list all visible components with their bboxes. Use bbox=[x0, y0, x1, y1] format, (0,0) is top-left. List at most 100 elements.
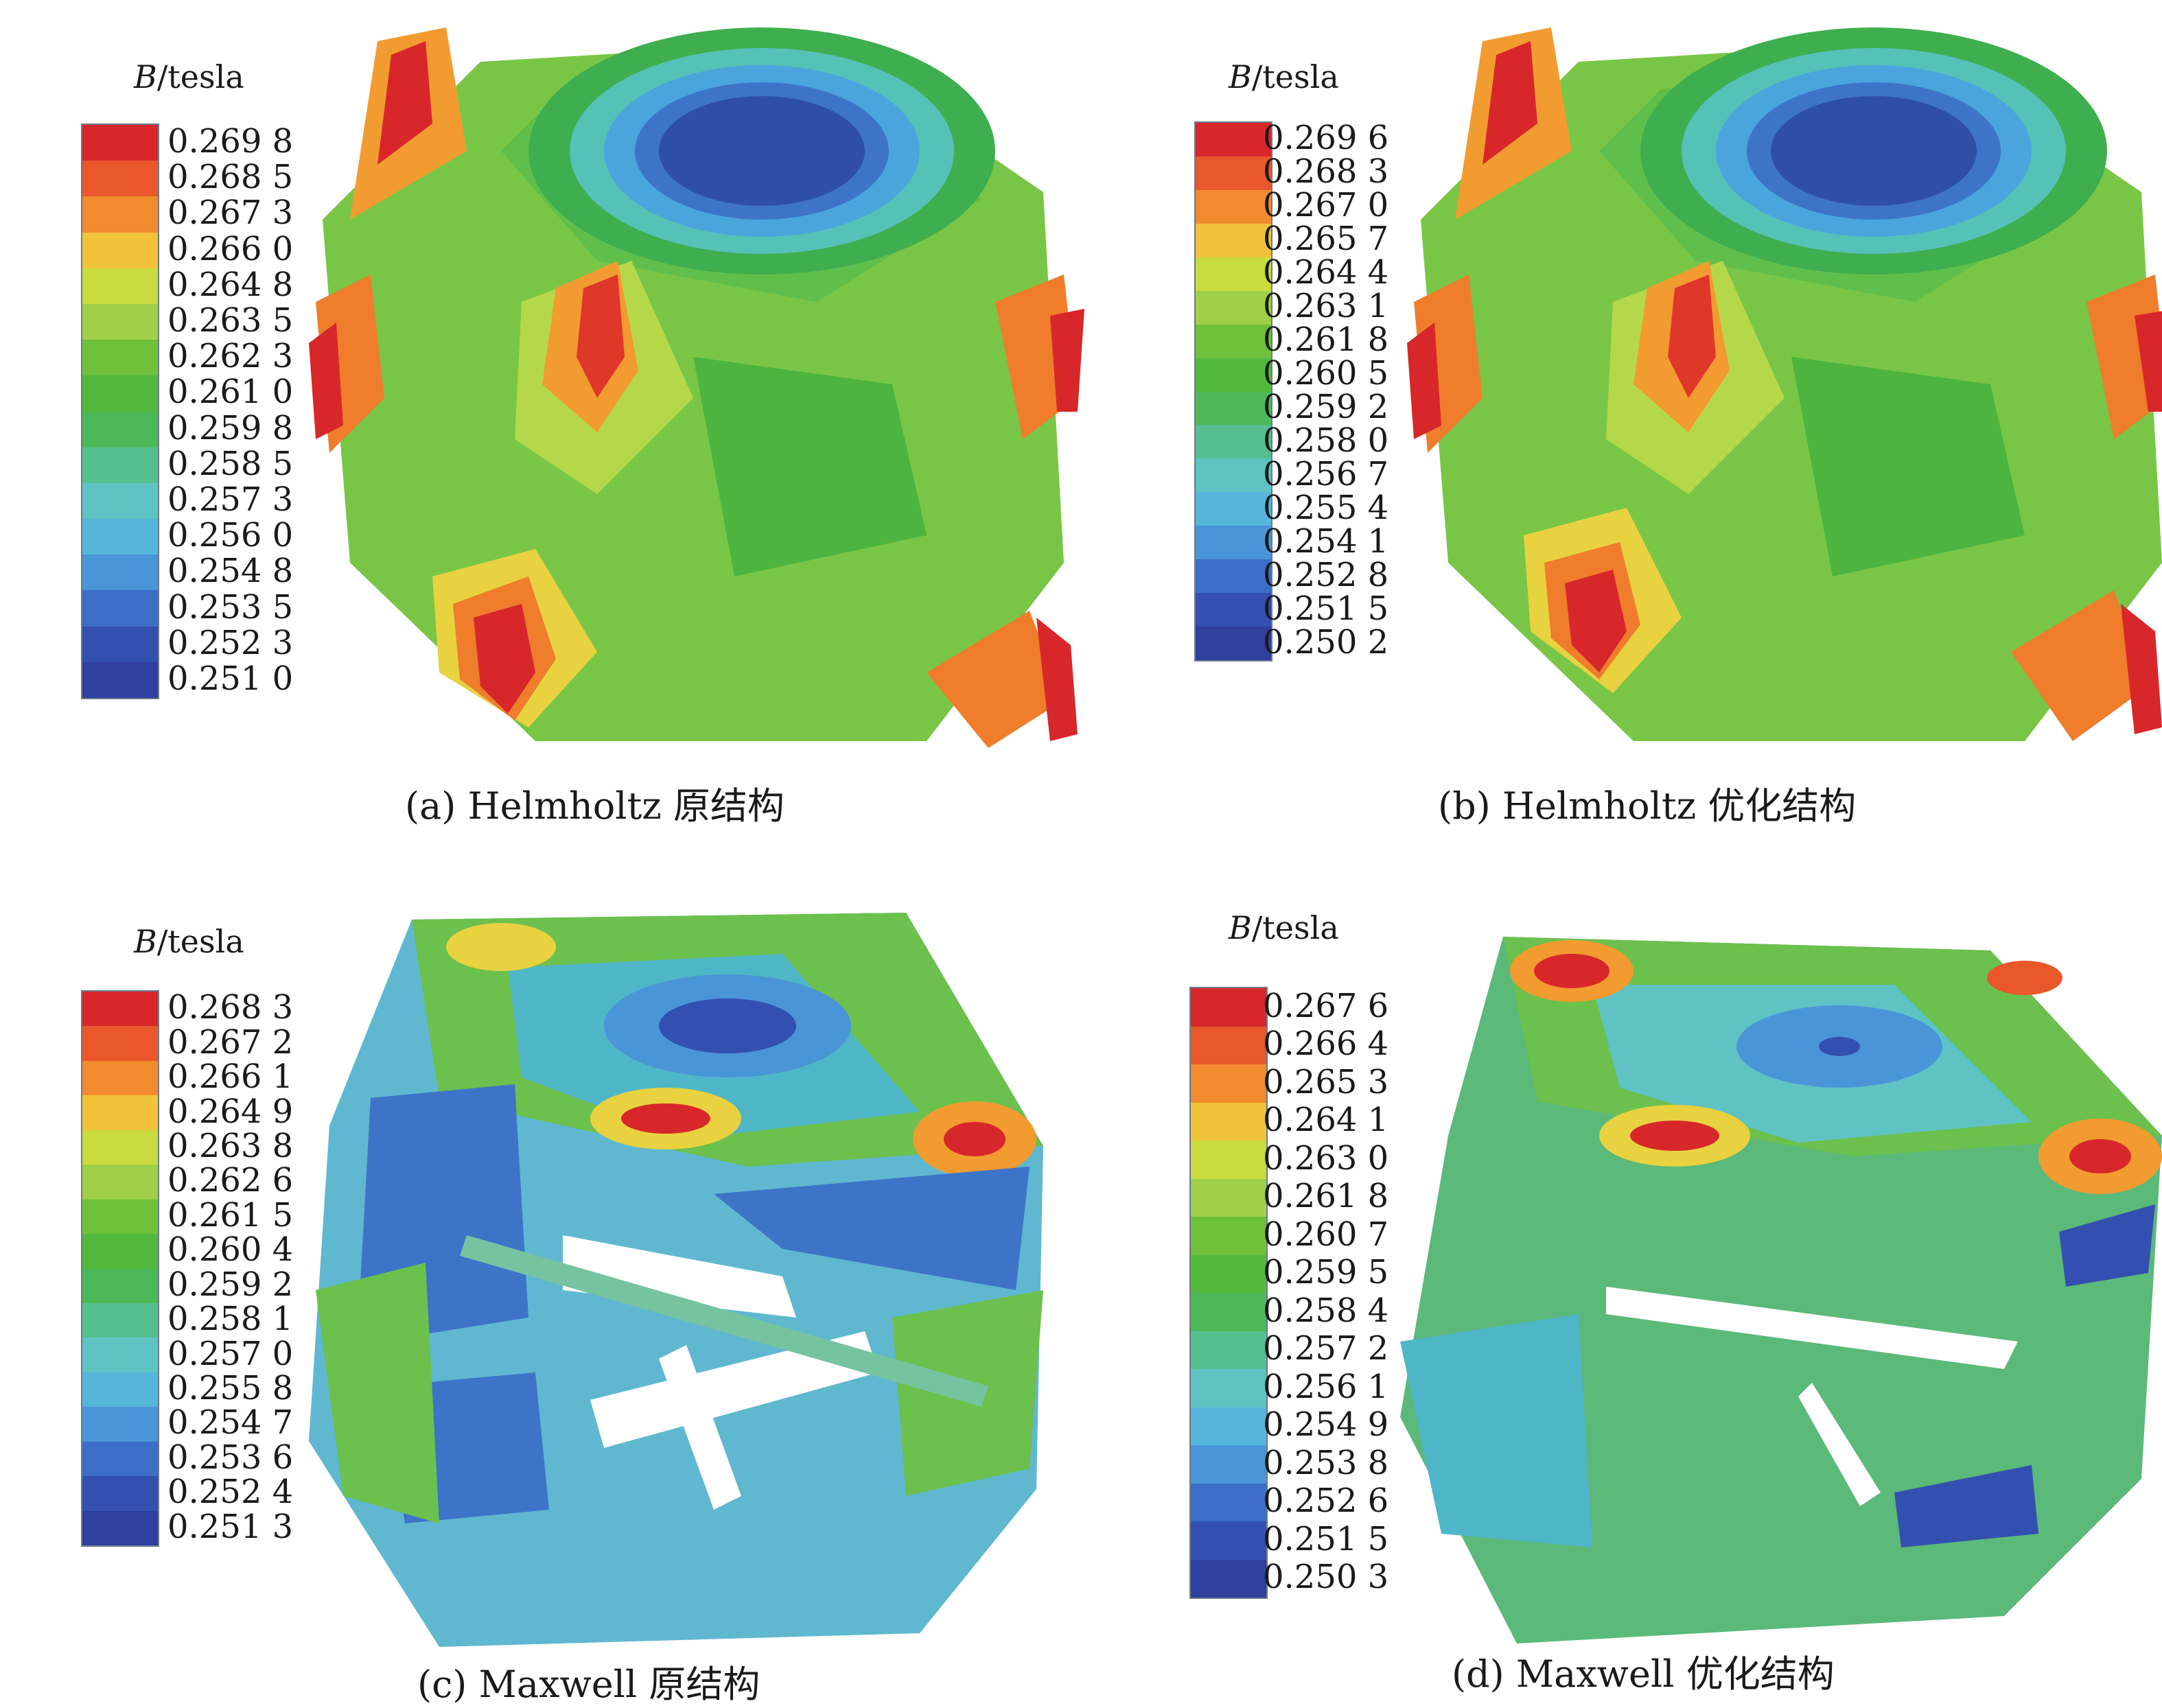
colorbar-segment bbox=[1196, 324, 1271, 358]
colorbar-segment bbox=[82, 1095, 158, 1130]
colorbar-tick-label: 0.251 5 bbox=[1263, 589, 1389, 628]
colorbar-segment bbox=[82, 161, 158, 197]
colorbar-unit-label: B/tesla bbox=[1229, 909, 1339, 946]
colorbar-segment bbox=[82, 590, 158, 627]
colorbar-tick-label: 0.261 8 bbox=[1263, 320, 1389, 360]
colorbar-segment bbox=[1191, 1483, 1266, 1521]
colorbar-tick-label: 0.252 4 bbox=[167, 1473, 294, 1512]
colorbar-tick-label: 0.262 3 bbox=[167, 337, 294, 376]
colorbar-segment bbox=[82, 1026, 158, 1061]
colorbar-segment bbox=[82, 196, 158, 233]
colorbar-tick-label: 0.265 7 bbox=[1263, 220, 1389, 259]
colorbar-segment bbox=[82, 1268, 158, 1303]
colorbar-segment bbox=[1191, 1254, 1266, 1293]
colorbar-tick-label: 0.261 8 bbox=[1263, 1177, 1389, 1216]
colorbar-segment bbox=[1191, 1064, 1266, 1103]
colorbar-segment bbox=[1191, 1140, 1266, 1179]
colorbar-tick-label: 0.254 7 bbox=[167, 1403, 294, 1442]
colorbar-segment bbox=[82, 1407, 158, 1442]
colorbar-segment bbox=[82, 1337, 158, 1372]
colorbar-tick-label: 0.257 2 bbox=[1263, 1329, 1389, 1368]
colorbar-tick-label: 0.267 0 bbox=[1263, 186, 1389, 225]
colorbar-tick-label: 0.265 3 bbox=[1263, 1062, 1389, 1101]
colorbar-segment bbox=[1196, 492, 1271, 526]
colorbar-tick-label: 0.263 1 bbox=[1263, 287, 1389, 326]
colorbar-segment bbox=[1196, 257, 1271, 291]
colorbar-tick-label: 0.261 5 bbox=[167, 1195, 294, 1235]
colorbar-tick-label: 0.258 4 bbox=[1263, 1291, 1389, 1330]
colorbar-segment bbox=[1191, 1331, 1266, 1369]
panel-caption: (d) Maxwell 优化结构 bbox=[1452, 1652, 1835, 1696]
colorbar-segment bbox=[82, 1372, 158, 1407]
colorbar-tick-label: 0.266 1 bbox=[167, 1057, 294, 1097]
colorbar-tick-label: 0.268 3 bbox=[1263, 152, 1389, 191]
colorbar-tick-label: 0.261 0 bbox=[167, 373, 294, 412]
colorbar-tick-label: 0.251 0 bbox=[167, 659, 294, 698]
colorbar-tick-label: 0.268 3 bbox=[167, 988, 294, 1027]
colorbar-tick-label: 0.257 0 bbox=[167, 1334, 294, 1373]
colorbar-tick-label: 0.267 3 bbox=[167, 194, 294, 233]
colorbar-segment bbox=[82, 1441, 158, 1477]
colorbar-segment bbox=[82, 626, 158, 662]
colorbar-segment bbox=[1191, 1217, 1266, 1255]
colorbar-tick-label: 0.263 5 bbox=[167, 301, 294, 340]
colorbar-tick-label: 0.262 6 bbox=[167, 1161, 294, 1200]
colorbar-tick-label: 0.254 1 bbox=[1263, 522, 1389, 561]
field-plot bbox=[309, 913, 1043, 1647]
colorbar bbox=[1194, 121, 1272, 662]
colorbar-tick-label: 0.252 6 bbox=[1263, 1482, 1389, 1521]
colorbar-tick-label: 0.259 5 bbox=[1263, 1253, 1389, 1292]
colorbar-tick-label: 0.264 4 bbox=[1263, 253, 1389, 292]
colorbar-segment bbox=[82, 268, 158, 304]
colorbar-segment bbox=[82, 1060, 158, 1096]
colorbar-tick-label: 0.267 6 bbox=[1263, 986, 1389, 1025]
colorbar-tick-label: 0.259 2 bbox=[167, 1265, 294, 1304]
colorbar-segment bbox=[82, 1476, 158, 1511]
colorbar-tick-label: 0.254 9 bbox=[1263, 1405, 1389, 1444]
colorbar bbox=[1189, 987, 1268, 1599]
colorbar-segment bbox=[82, 482, 158, 519]
colorbar-tick-label: 0.266 0 bbox=[167, 229, 294, 268]
colorbar-segment bbox=[1196, 156, 1271, 190]
colorbar-tick-label: 0.252 8 bbox=[1263, 555, 1389, 594]
colorbar-segment bbox=[1196, 559, 1271, 594]
colorbar-tick-label: 0.255 4 bbox=[1263, 488, 1389, 527]
colorbar-segment bbox=[82, 1130, 158, 1165]
colorbar-segment bbox=[1191, 1293, 1266, 1331]
colorbar-tick-label: 0.260 5 bbox=[1263, 354, 1389, 393]
colorbar-tick-label: 0.258 1 bbox=[167, 1300, 294, 1339]
colorbar-segment bbox=[82, 447, 158, 483]
colorbar-segment bbox=[1196, 189, 1271, 224]
colorbar-unit-label: B/tesla bbox=[134, 923, 244, 960]
colorbar bbox=[81, 124, 159, 699]
field-plot bbox=[309, 27, 1084, 748]
field-plot bbox=[1407, 27, 2162, 741]
colorbar-segment bbox=[1191, 1559, 1266, 1598]
colorbar-tick-label: 0.259 2 bbox=[1263, 387, 1389, 426]
colorbar-tick-label: 0.268 5 bbox=[167, 158, 294, 197]
colorbar-tick-label: 0.269 8 bbox=[167, 122, 294, 161]
colorbar-segment bbox=[1196, 123, 1271, 156]
panel-caption: (c) Maxwell 原结构 bbox=[417, 1663, 760, 1706]
colorbar-tick-label: 0.269 6 bbox=[1263, 119, 1389, 158]
colorbar-segment bbox=[82, 1165, 158, 1200]
colorbar-segment bbox=[82, 1510, 158, 1545]
colorbar-tick-label: 0.253 6 bbox=[167, 1438, 294, 1477]
colorbar-segment bbox=[1196, 593, 1271, 627]
colorbar-segment bbox=[82, 992, 158, 1027]
colorbar-tick-label: 0.256 1 bbox=[1263, 1367, 1389, 1406]
colorbar-tick-label: 0.257 3 bbox=[167, 480, 294, 519]
colorbar-tick-label: 0.258 5 bbox=[167, 444, 294, 483]
colorbar bbox=[81, 990, 159, 1547]
colorbar-segment bbox=[82, 1302, 158, 1338]
colorbar-segment bbox=[82, 375, 158, 412]
colorbar-segment bbox=[82, 125, 158, 161]
colorbar-segment bbox=[82, 232, 158, 268]
colorbar-segment bbox=[82, 554, 158, 591]
colorbar-tick-label: 0.263 0 bbox=[1263, 1138, 1389, 1178]
panel-caption: (b) Helmholtz 优化结构 bbox=[1438, 784, 1857, 828]
colorbar-tick-label: 0.253 8 bbox=[1263, 1443, 1389, 1482]
colorbar-segment bbox=[1191, 1445, 1266, 1484]
colorbar-segment bbox=[1196, 425, 1271, 459]
colorbar-segment bbox=[82, 340, 158, 376]
